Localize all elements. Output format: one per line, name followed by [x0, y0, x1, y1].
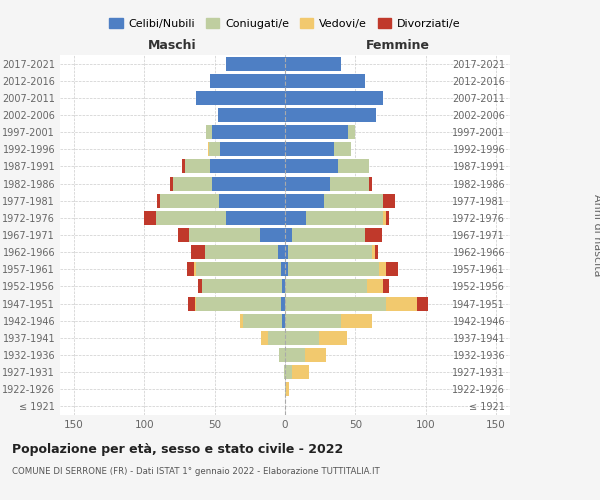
Bar	[285, 382, 286, 396]
Bar	[187, 262, 194, 276]
Text: Popolazione per età, sesso e stato civile - 2022: Popolazione per età, sesso e stato civil…	[12, 442, 343, 456]
Bar	[285, 211, 306, 225]
Bar	[211, 160, 285, 173]
Bar	[285, 108, 376, 122]
Bar	[375, 245, 378, 259]
Bar	[285, 228, 292, 242]
Text: Maschi: Maschi	[148, 38, 197, 52]
Bar	[348, 125, 355, 139]
Bar	[292, 365, 309, 379]
Bar	[334, 142, 351, 156]
Text: Anni di nascita: Anni di nascita	[592, 194, 600, 276]
Bar	[285, 125, 348, 139]
Bar	[206, 125, 212, 139]
Bar	[278, 245, 285, 259]
Bar	[285, 262, 288, 276]
Bar	[285, 296, 386, 310]
Bar	[202, 280, 282, 293]
Bar	[383, 280, 389, 293]
Bar	[240, 314, 243, 328]
Bar	[160, 194, 219, 207]
Bar	[196, 262, 281, 276]
Bar	[386, 211, 389, 225]
Bar	[191, 245, 205, 259]
Bar	[319, 331, 347, 345]
Bar	[288, 262, 379, 276]
Bar	[145, 211, 155, 225]
Bar	[261, 331, 268, 345]
Bar	[157, 194, 160, 207]
Bar	[260, 228, 285, 242]
Bar	[285, 194, 325, 207]
Bar	[243, 314, 282, 328]
Bar	[208, 142, 209, 156]
Bar	[285, 160, 338, 173]
Bar	[386, 262, 398, 276]
Bar	[306, 211, 383, 225]
Bar	[284, 365, 285, 379]
Bar	[341, 314, 372, 328]
Bar	[282, 314, 285, 328]
Bar	[155, 211, 226, 225]
Bar	[386, 296, 417, 310]
Bar	[330, 176, 370, 190]
Bar	[188, 296, 195, 310]
Bar	[367, 280, 383, 293]
Bar	[370, 176, 372, 190]
Text: COMUNE DI SERRONE (FR) - Dati ISTAT 1° gennaio 2022 - Elaborazione TUTTITALIA.IT: COMUNE DI SERRONE (FR) - Dati ISTAT 1° g…	[12, 468, 380, 476]
Bar	[285, 331, 319, 345]
Bar	[286, 382, 289, 396]
Bar	[195, 296, 196, 310]
Bar	[170, 176, 173, 190]
Bar	[285, 348, 305, 362]
Bar	[196, 91, 285, 105]
Bar	[212, 176, 285, 190]
Bar	[338, 160, 370, 173]
Bar	[194, 262, 196, 276]
Text: Femmine: Femmine	[365, 38, 430, 52]
Bar	[190, 228, 260, 242]
Bar	[182, 160, 185, 173]
Bar	[282, 280, 285, 293]
Bar	[218, 108, 285, 122]
Bar	[417, 296, 428, 310]
Bar	[285, 56, 341, 70]
Bar	[209, 142, 220, 156]
Bar	[365, 228, 382, 242]
Bar	[288, 245, 372, 259]
Bar	[285, 91, 383, 105]
Bar	[268, 331, 285, 345]
Bar	[383, 211, 386, 225]
Legend: Celibi/Nubili, Coniugati/e, Vedovi/e, Divorziati/e: Celibi/Nubili, Coniugati/e, Vedovi/e, Di…	[105, 14, 465, 34]
Bar	[285, 176, 330, 190]
Bar	[285, 245, 288, 259]
Bar	[285, 142, 334, 156]
Bar	[305, 348, 326, 362]
Bar	[285, 314, 341, 328]
Bar	[198, 280, 202, 293]
Bar	[185, 160, 211, 173]
Bar	[285, 74, 365, 88]
Bar	[173, 176, 212, 190]
Bar	[226, 56, 285, 70]
Bar	[292, 228, 365, 242]
Bar	[212, 125, 285, 139]
Bar	[280, 348, 285, 362]
Bar	[196, 296, 281, 310]
Bar	[325, 194, 383, 207]
Bar	[281, 262, 285, 276]
Bar	[219, 194, 285, 207]
Bar	[372, 245, 375, 259]
Bar	[205, 245, 278, 259]
Bar	[383, 194, 395, 207]
Bar	[285, 280, 367, 293]
Bar	[285, 365, 292, 379]
Bar	[220, 142, 285, 156]
Bar	[281, 296, 285, 310]
Bar	[226, 211, 285, 225]
Bar	[211, 74, 285, 88]
Bar	[379, 262, 386, 276]
Bar	[178, 228, 190, 242]
